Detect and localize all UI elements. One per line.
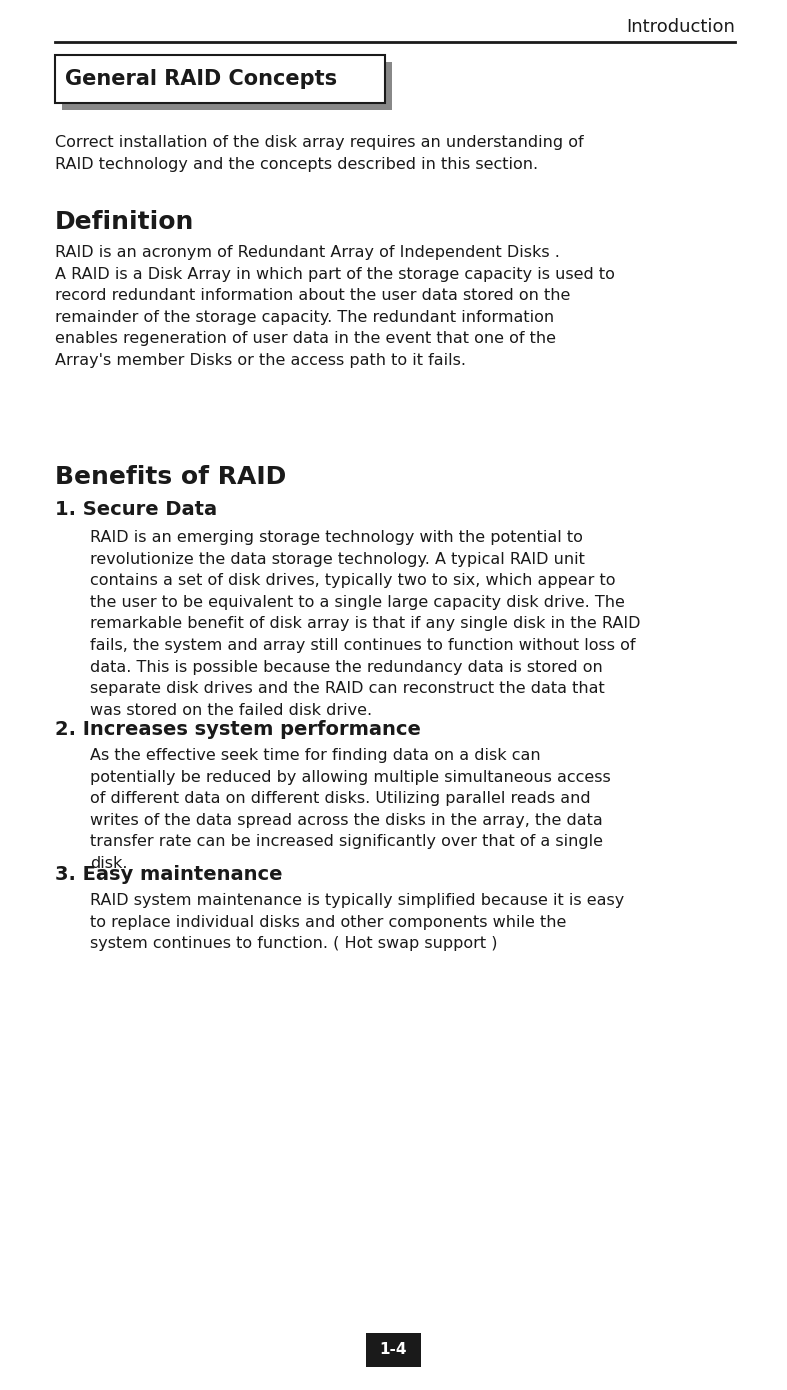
Text: 2. Increases system performance: 2. Increases system performance [55,720,421,739]
Text: Introduction: Introduction [626,18,735,36]
Text: 1. Secure Data: 1. Secure Data [55,500,217,518]
Bar [55,56,385,103]
Text: Correct installation of the disk array requires an understanding of
RAID technol: Correct installation of the disk array r… [55,135,584,171]
Text: General RAID Concepts: General RAID Concepts [65,70,337,89]
Bar [365,1333,420,1366]
Text: 3. Easy maintenance: 3. Easy maintenance [55,865,283,884]
Text: Definition: Definition [55,210,194,234]
Text: 1-4: 1-4 [379,1343,407,1358]
Text: RAID is an acronym of Redundant Array of Independent Disks .
A RAID is a Disk Ar: RAID is an acronym of Redundant Array of… [55,245,615,368]
Bar [62,63,392,110]
Text: Benefits of RAID: Benefits of RAID [55,466,286,489]
Text: As the effective seek time for finding data on a disk can
potentially be reduced: As the effective seek time for finding d… [90,748,611,872]
Text: RAID system maintenance is typically simplified because it is easy
to replace in: RAID system maintenance is typically sim… [90,892,624,951]
Text: RAID is an emerging storage technology with the potential to
revolutionize the d: RAID is an emerging storage technology w… [90,530,641,717]
